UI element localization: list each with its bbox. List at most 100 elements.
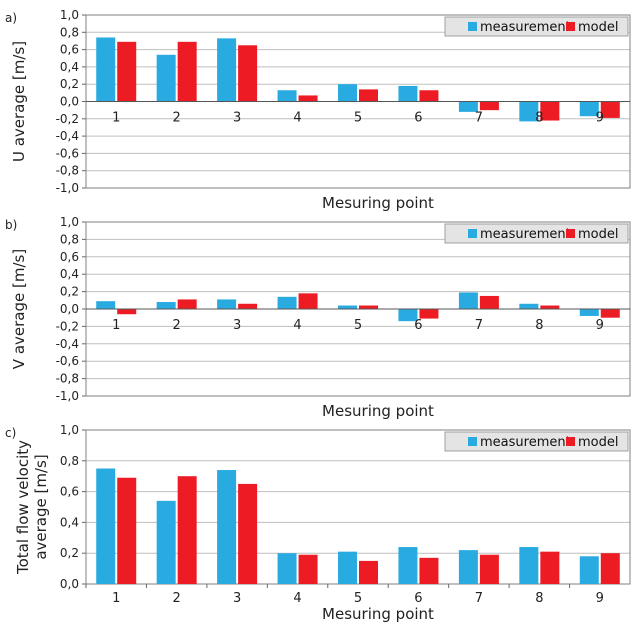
legend-box	[444, 16, 629, 37]
bar-model-2	[177, 476, 197, 584]
bar-model-5	[359, 560, 378, 584]
bar-measurement-6	[398, 85, 418, 102]
x-tick-label: 9	[596, 591, 604, 606]
x-tick-label: 8	[535, 591, 543, 606]
y-tick-label: 0,8	[60, 25, 79, 39]
y-tick-label: -0,6	[56, 146, 79, 160]
bar-model-6	[419, 90, 439, 102]
x-tick-label: 5	[354, 591, 362, 606]
bar-model-7	[479, 295, 499, 309]
x-tick-label: 4	[293, 591, 301, 606]
y-axis-label-line: average [m/s]	[32, 454, 50, 559]
y-tick-label: 0,0	[60, 302, 79, 316]
x-tick-label: 8	[535, 318, 543, 333]
legend-swatch-model	[566, 22, 575, 31]
plot-area	[86, 430, 630, 584]
bar-measurement-5	[338, 305, 357, 309]
bar-model-7	[479, 554, 499, 584]
bar-model-2	[177, 41, 197, 102]
legend-swatch-measurement	[468, 22, 477, 31]
y-tick-label: -0,6	[56, 354, 79, 368]
bar-model-8	[540, 551, 560, 584]
bar-model-9	[600, 101, 620, 118]
legend: measurement model	[444, 16, 629, 37]
bar-model-2	[177, 299, 197, 309]
y-axis-label-line: Total flow velocity	[14, 440, 32, 575]
bar-measurement-2	[156, 54, 176, 102]
y-tick-label: 0,0	[60, 95, 79, 109]
y-tick-label: 0,8	[60, 454, 79, 468]
legend-label-model: model	[578, 435, 618, 450]
legend-label-model: model	[578, 227, 618, 242]
y-tick-label: 0,8	[60, 232, 79, 246]
bar-model-3	[238, 45, 258, 102]
y-tick-label: -1,0	[56, 181, 79, 195]
bar-measurement-6	[398, 309, 418, 322]
chart-panel-1: a) -1,0 -0,8 -0,6 -0,4 -0,2 0,0 0,2 0,4 0,6 0,8 1,0…	[5, 8, 631, 212]
y-tick-label: -0,4	[56, 337, 79, 351]
bar-measurement-4	[277, 90, 297, 102]
x-tick-label: 6	[414, 591, 422, 606]
x-axis-label: Mesuring point	[322, 194, 434, 212]
bar-measurement-2	[156, 302, 176, 309]
bar-measurement-4	[277, 296, 297, 309]
y-tick-label: 0,6	[60, 250, 79, 264]
legend-label-measurement: measurement	[480, 435, 571, 450]
legend-swatch-measurement	[468, 229, 477, 238]
bar-measurement-9	[579, 309, 599, 316]
bar-measurement-5	[338, 551, 357, 584]
y-tick-label: 0,6	[60, 43, 79, 57]
legend-swatch-model	[566, 229, 575, 238]
x-tick-label: 5	[354, 318, 362, 333]
y-tick-label: -0,8	[56, 372, 79, 386]
y-tick-label: 1,0	[60, 215, 79, 229]
y-tick-label: -0,4	[56, 129, 79, 143]
y-tick-label: 1,0	[60, 8, 79, 22]
bar-measurement-1	[96, 37, 116, 102]
y-tick-label: 0,2	[60, 77, 79, 91]
y-tick-label: 1,0	[60, 423, 79, 437]
y-tick-label: -0,2	[56, 112, 79, 126]
bar-model-5	[359, 305, 378, 309]
x-tick-label: 3	[233, 111, 241, 126]
bar-measurement-7	[458, 101, 478, 112]
legend-label-measurement: measurement	[480, 20, 571, 35]
x-tick-label: 7	[475, 591, 483, 606]
bar-model-6	[419, 557, 439, 584]
y-tick-label: -0,2	[56, 319, 79, 333]
bar-measurement-5	[338, 84, 357, 102]
legend-label-model: model	[578, 20, 618, 35]
bar-model-3	[238, 483, 258, 584]
bar-measurement-2	[156, 500, 176, 584]
x-tick-label: 7	[475, 111, 483, 126]
x-tick-label: 9	[596, 111, 604, 126]
x-tick-label: 7	[475, 318, 483, 333]
legend-swatch-measurement	[468, 437, 477, 446]
bar-model-5	[359, 89, 378, 102]
bar-model-1	[117, 41, 137, 102]
x-tick-label: 6	[414, 111, 422, 126]
x-tick-label: 2	[173, 318, 181, 333]
bar-measurement-3	[217, 470, 237, 584]
bar-measurement-1	[96, 468, 116, 584]
bar-model-9	[600, 553, 620, 584]
panel-label: b)	[5, 218, 17, 232]
bar-measurement-3	[217, 38, 237, 102]
bar-model-7	[479, 101, 499, 111]
y-tick-label: 0,4	[60, 267, 79, 281]
legend: measurement model	[444, 431, 629, 452]
bar-measurement-1	[96, 301, 116, 309]
y-axis-label: U average [m/s]	[10, 41, 28, 162]
bar-measurement-9	[579, 556, 599, 584]
x-axis-label: Mesuring point	[322, 402, 434, 420]
legend-label-measurement: measurement	[480, 227, 571, 242]
bar-model-6	[419, 309, 439, 319]
bar-measurement-7	[458, 550, 478, 584]
bar-model-4	[298, 293, 318, 309]
bar-measurement-4	[277, 553, 297, 584]
panel-label: c)	[5, 426, 16, 440]
x-tick-label: 9	[596, 318, 604, 333]
bar-measurement-8	[519, 547, 539, 584]
y-tick-label: 0,4	[60, 515, 79, 529]
